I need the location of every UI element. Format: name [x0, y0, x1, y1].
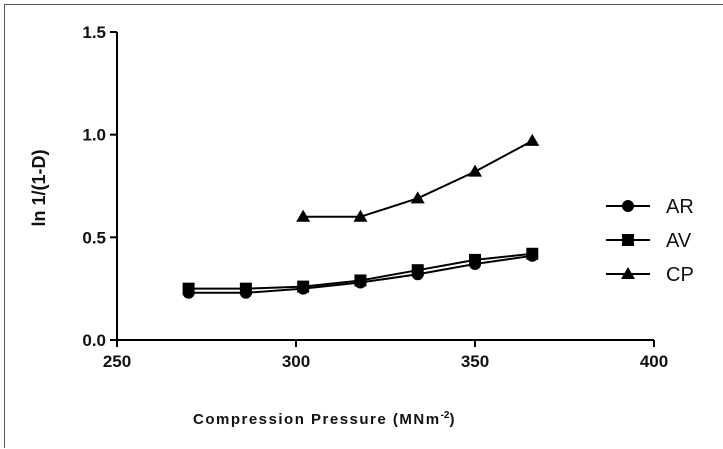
y-tick-label: 1.5 — [82, 23, 106, 42]
y-tick-label: 0.5 — [82, 228, 106, 247]
data-point-cp — [411, 191, 425, 203]
legend-marker-ar — [622, 200, 634, 212]
x-axis-title-main: Compression Pressure (MNm — [193, 411, 441, 428]
y-tick-label: 0.0 — [82, 331, 106, 350]
x-axis-title-end: ) — [449, 411, 456, 428]
data-point-av — [412, 264, 424, 276]
x-tick-label: 350 — [461, 352, 489, 371]
data-point-av — [240, 283, 252, 295]
data-point-av — [297, 281, 309, 293]
data-point-av — [526, 248, 538, 260]
data-point-cp — [525, 134, 539, 146]
data-point-av — [183, 283, 195, 295]
series-line-cp — [303, 141, 532, 217]
legend-label-ar: AR — [666, 196, 694, 218]
x-axis-title: Compression Pressure (MNm-2) — [193, 410, 456, 428]
data-point-cp — [468, 165, 482, 177]
series-layer — [183, 134, 540, 299]
legend-label-cp: CP — [666, 264, 694, 286]
legend: AR AV CP — [606, 196, 694, 286]
legend-marker-av — [622, 234, 634, 246]
data-point-av — [354, 274, 366, 286]
legend-label-av: AV — [666, 230, 692, 252]
x-tick-label: 300 — [282, 352, 310, 371]
axes: 250 300 350 400 0.0 0.5 1.0 1.5 — [82, 23, 668, 371]
data-point-av — [469, 254, 481, 266]
x-tick-label: 400 — [640, 352, 668, 371]
x-tick-label: 250 — [103, 352, 131, 371]
y-tick-label: 1.0 — [82, 126, 106, 145]
y-axis-title: ln 1/(1-D) — [29, 149, 49, 226]
